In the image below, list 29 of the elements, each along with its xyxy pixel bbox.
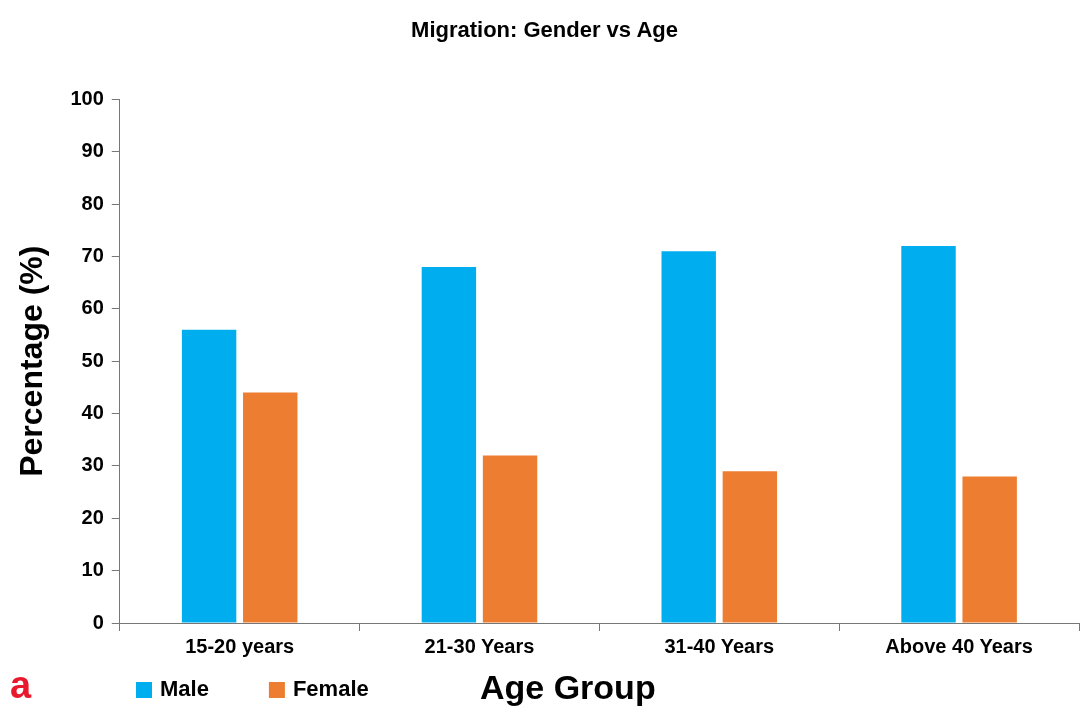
x-tick-label: 31-40 Years [664, 634, 775, 657]
x-axis-title: Age Group [480, 668, 656, 707]
y-tick-label: 30 [81, 453, 104, 476]
y-tick-label: 0 [92, 610, 104, 633]
y-axis-title: Percentage (%) [13, 245, 50, 477]
y-tick-label: 50 [81, 348, 104, 371]
bar [482, 455, 538, 623]
y-tick-label: 100 [70, 86, 104, 109]
text: a [10, 664, 32, 707]
y-tick-label: 60 [81, 296, 104, 319]
bar [661, 251, 716, 623]
legend-label: Male [160, 676, 209, 702]
bar [181, 329, 237, 623]
bar [243, 392, 298, 623]
y-tick-label: 70 [81, 244, 104, 266]
x-tick-label: 15-20 years [185, 634, 295, 657]
bar [962, 476, 1017, 623]
bar [421, 266, 477, 623]
y-tick-label: 20 [81, 505, 104, 528]
bar [901, 246, 956, 623]
bar [722, 471, 778, 623]
y-tick-label: 10 [81, 558, 104, 581]
y-tick-label: 80 [81, 191, 104, 214]
x-tick-label: Above 40 Years [885, 634, 1033, 657]
x-tick-label: 21-30 Years [424, 634, 535, 657]
chart-title: Migration: Gender vs Age [411, 17, 678, 43]
y-tick-label: 40 [81, 401, 104, 424]
legend-label: Female [292, 676, 369, 702]
y-tick-label: 90 [81, 139, 104, 162]
